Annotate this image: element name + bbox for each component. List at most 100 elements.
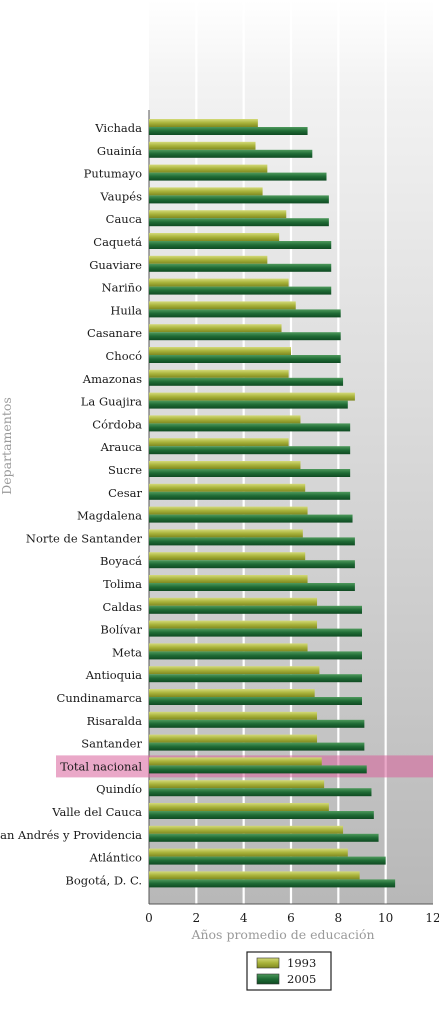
x-axis-title: Años promedio de educación [190, 927, 374, 942]
bar-2005-meta [149, 651, 362, 660]
category-label-vichada: Vichada [94, 121, 142, 135]
bar-2005-antioquia [149, 674, 362, 683]
bar-1993-caqueta [149, 233, 280, 241]
bar-1993-guainia [149, 141, 256, 150]
category-label-norte-de-santander: Norte de Santander [26, 531, 143, 545]
x-tick-label: 2 [193, 911, 201, 925]
bar-1993-risaralda [149, 711, 318, 720]
bar-2005-vichada [149, 127, 308, 135]
bar-1993-narino [149, 278, 289, 287]
x-tick-label: 4 [240, 911, 248, 925]
bar-1993-cauca [149, 210, 287, 219]
category-label-choco: Chocó [106, 349, 143, 363]
category-label-cordoba: Córdoba [92, 417, 142, 431]
bar-2005-cesar [149, 491, 351, 500]
category-labels: Vichada Guainía Putumayo Vaupés Cauca Caquetá… [0, 121, 143, 887]
bar-1993-bogota-d-c [149, 871, 360, 880]
bar-1993-arauca [149, 438, 289, 447]
bar-2005-casanare [149, 332, 341, 341]
y-axis-title: Departamentos [0, 397, 14, 495]
legend: 1993 2005 [246, 951, 332, 991]
bar-2005-atlantico [149, 856, 386, 865]
bar-2005-quindio [149, 788, 372, 797]
bar-2005-bogota-d-c [149, 879, 396, 888]
bar-1993-total-nacional [149, 757, 322, 766]
bar-2005-boyaca [149, 560, 355, 569]
category-label-guainia: Guainía [97, 144, 142, 158]
category-label-putumayo: Putumayo [84, 167, 142, 181]
x-tick-label: 6 [287, 911, 295, 925]
category-label-valle-del-cauca: Valle del Cauca [51, 805, 142, 819]
bar-2005-cundinamarca [149, 697, 362, 705]
category-label-total-nacional: Total nacional [60, 759, 142, 773]
bar-2005-bolivar [149, 628, 362, 637]
category-label-magdalena: Magdalena [77, 509, 142, 523]
bar-2005-sucre [149, 469, 351, 477]
category-label-la-guajira: La Guajira [81, 395, 142, 409]
bar-2005-caldas [149, 605, 362, 614]
category-label-atlantico: Atlántico [89, 851, 142, 865]
bar-1993-vichada [149, 119, 258, 127]
bar-1993-casanare [149, 324, 282, 333]
category-label-arauca: Arauca [100, 440, 143, 454]
bar-1993-sucre [149, 461, 301, 469]
bar-2005-valle-del-cauca [149, 811, 374, 819]
category-label-san-andres-y-providencia: San Andrés y Providencia [0, 828, 142, 842]
bar-2005-san-andres-y-providencia [149, 833, 379, 842]
legend-label-2005: 2005 [287, 972, 316, 986]
bar-1993-atlantico [149, 848, 348, 857]
legend-swatch-2005 [256, 973, 280, 985]
bar-1993-huila [149, 301, 296, 310]
bar-1993-amazonas [149, 369, 289, 378]
bar-1993-choco [149, 347, 291, 355]
category-label-amazonas: Amazonas [82, 372, 142, 386]
x-tick-label: 12 [425, 911, 439, 925]
bar-1993-caldas [149, 597, 318, 606]
category-label-quindio: Quindío [96, 782, 142, 796]
bar-1993-antioquia [149, 666, 320, 675]
bar-1993-meta [149, 643, 308, 652]
bar-1993-cesar [149, 483, 306, 492]
bar-1993-putumayo [149, 164, 268, 173]
category-label-narino: Nariño [102, 281, 143, 295]
bar-2005-guainia [149, 149, 313, 158]
bar-2005-arauca [149, 446, 351, 455]
x-tick-label: 0 [145, 911, 153, 925]
bar-1993-guaviare [149, 255, 268, 264]
bar-2005-huila [149, 309, 341, 318]
bars [149, 119, 396, 888]
bar-2005-norte-de-santander [149, 537, 355, 546]
category-label-cundinamarca: Cundinamarca [57, 691, 143, 705]
bar-1993-cundinamarca [149, 689, 315, 697]
bar-2005-total-nacional [149, 765, 367, 774]
category-label-casanare: Casanare [87, 326, 142, 340]
bar-1993-norte-de-santander [149, 529, 303, 538]
legend-label-1993: 1993 [287, 956, 316, 970]
category-label-caqueta: Caquetá [93, 235, 142, 249]
category-label-santander: Santander [81, 737, 142, 751]
bar-2005-risaralda [149, 719, 365, 728]
category-label-caldas: Caldas [103, 600, 143, 614]
category-label-tolima: Tolima [103, 577, 142, 591]
bar-2005-vaupes [149, 195, 329, 204]
legend-swatch-1993 [256, 957, 280, 969]
bar-1993-cordoba [149, 415, 301, 424]
x-tick-labels: 0 2 4 6 8 10 12 [145, 911, 439, 925]
category-label-sucre: Sucre [108, 463, 142, 477]
bar-1993-magdalena [149, 506, 308, 515]
bar-1993-valle-del-cauca [149, 803, 329, 811]
bar-2005-tolima [149, 583, 355, 591]
category-label-bolivar: Bolívar [100, 623, 142, 637]
bar-2005-caqueta [149, 241, 332, 249]
bar-2005-choco [149, 355, 341, 363]
category-label-cauca: Cauca [106, 212, 143, 226]
category-label-meta: Meta [112, 645, 142, 659]
category-label-antioquia: Antioquia [85, 668, 142, 682]
category-label-guaviare: Guaviare [89, 258, 142, 272]
x-tick-label: 10 [378, 911, 393, 925]
bar-2005-cauca [149, 218, 329, 227]
bar-2005-amazonas [149, 377, 344, 386]
bar-1993-santander [149, 734, 318, 743]
bar-2005-la-guajira [149, 400, 348, 409]
bar-2005-guaviare [149, 263, 332, 272]
